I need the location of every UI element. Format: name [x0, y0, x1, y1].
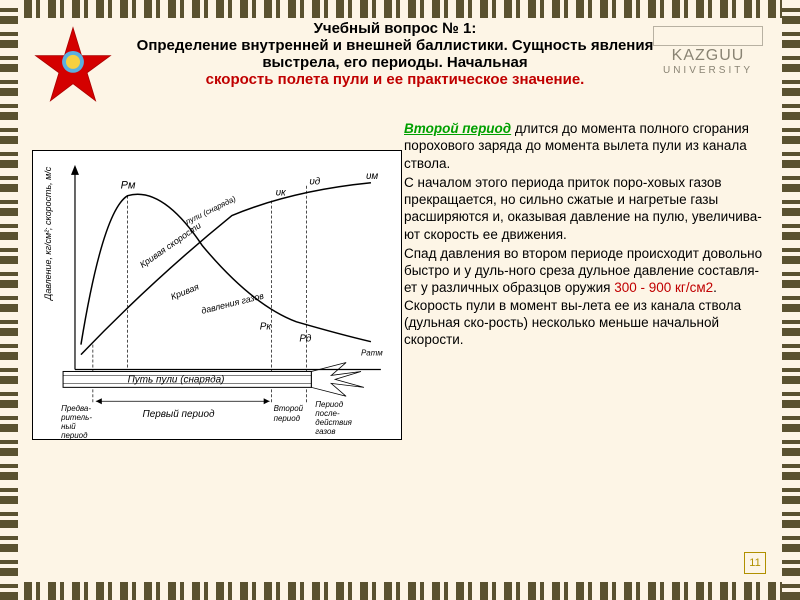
svg-text:ритель-: ритель-: [60, 413, 92, 422]
svg-text:ный: ный: [61, 422, 76, 431]
svg-text:период: период: [61, 431, 88, 439]
svg-text:Кривая скорости: Кривая скорости: [138, 220, 203, 270]
diagram-column: Давление, кг/см²; скорость, м/с Рм: [24, 120, 404, 570]
text-column: Второй период длится до момента полного …: [404, 120, 776, 570]
star-badge-icon: [34, 26, 112, 104]
svg-text:Период: Период: [315, 400, 343, 409]
ballistics-diagram: Давление, кг/см²; скорость, м/с Рм: [32, 150, 402, 440]
svg-text:υд: υд: [309, 177, 320, 188]
paragraph-2: С началом этого периода приток поро-ховы…: [404, 174, 772, 243]
svg-text:Второй: Второй: [274, 404, 304, 413]
p1-lead: Второй период: [404, 121, 511, 136]
svg-text:газов: газов: [315, 427, 335, 436]
svg-text:период: период: [274, 414, 301, 423]
svg-text:Ратм: Ратм: [361, 349, 383, 358]
svg-text:после-: после-: [315, 409, 340, 418]
svg-text:пули (снаряда): пули (снаряда): [184, 194, 237, 226]
svg-text:действия: действия: [315, 418, 352, 427]
page-number: 11: [744, 552, 766, 574]
svg-text:давления газов: давления газов: [200, 291, 265, 316]
content-area: KAZGUU UNIVERSITY Учебный вопрос № 1: Оп…: [24, 20, 776, 580]
body-columns: Давление, кг/см²; скорость, м/с Рм: [24, 120, 776, 570]
svg-text:Кривая: Кривая: [169, 281, 200, 301]
title-block: Учебный вопрос № 1: Определение внутренн…: [124, 20, 666, 88]
uni-sub: UNIVERSITY: [663, 65, 753, 76]
svg-text:Путь пули (снаряда): Путь пули (снаряда): [128, 374, 225, 385]
yaxis-label: Давление, кг/см²; скорость, м/с: [43, 166, 53, 301]
title-line-3: скорость полета пули и ее практическое з…: [124, 71, 666, 88]
uni-name: KAZGUU: [672, 47, 745, 65]
svg-text:Первый период: Первый период: [143, 409, 216, 420]
slide: KAZGUU UNIVERSITY Учебный вопрос № 1: Оп…: [0, 0, 800, 600]
svg-text:Рк: Рк: [260, 322, 272, 333]
paragraph-1: Второй период длится до момента полного …: [404, 120, 772, 172]
university-logo: KAZGUU UNIVERSITY: [644, 26, 772, 86]
building-icon: [653, 26, 763, 46]
svg-text:υк: υк: [276, 188, 286, 199]
title-line-2: Определение внутренней и внешней баллист…: [124, 37, 666, 71]
title-line-1: Учебный вопрос № 1:: [124, 20, 666, 37]
p3-red: 300 - 900 кг/см2: [614, 280, 713, 295]
svg-text:Рд: Рд: [299, 334, 312, 345]
svg-text:Предва-: Предва-: [61, 404, 91, 413]
svg-text:υм: υм: [366, 171, 378, 182]
paragraph-3: Спад давления во втором периоде происход…: [404, 245, 772, 349]
pm-label: Рм: [121, 180, 136, 192]
